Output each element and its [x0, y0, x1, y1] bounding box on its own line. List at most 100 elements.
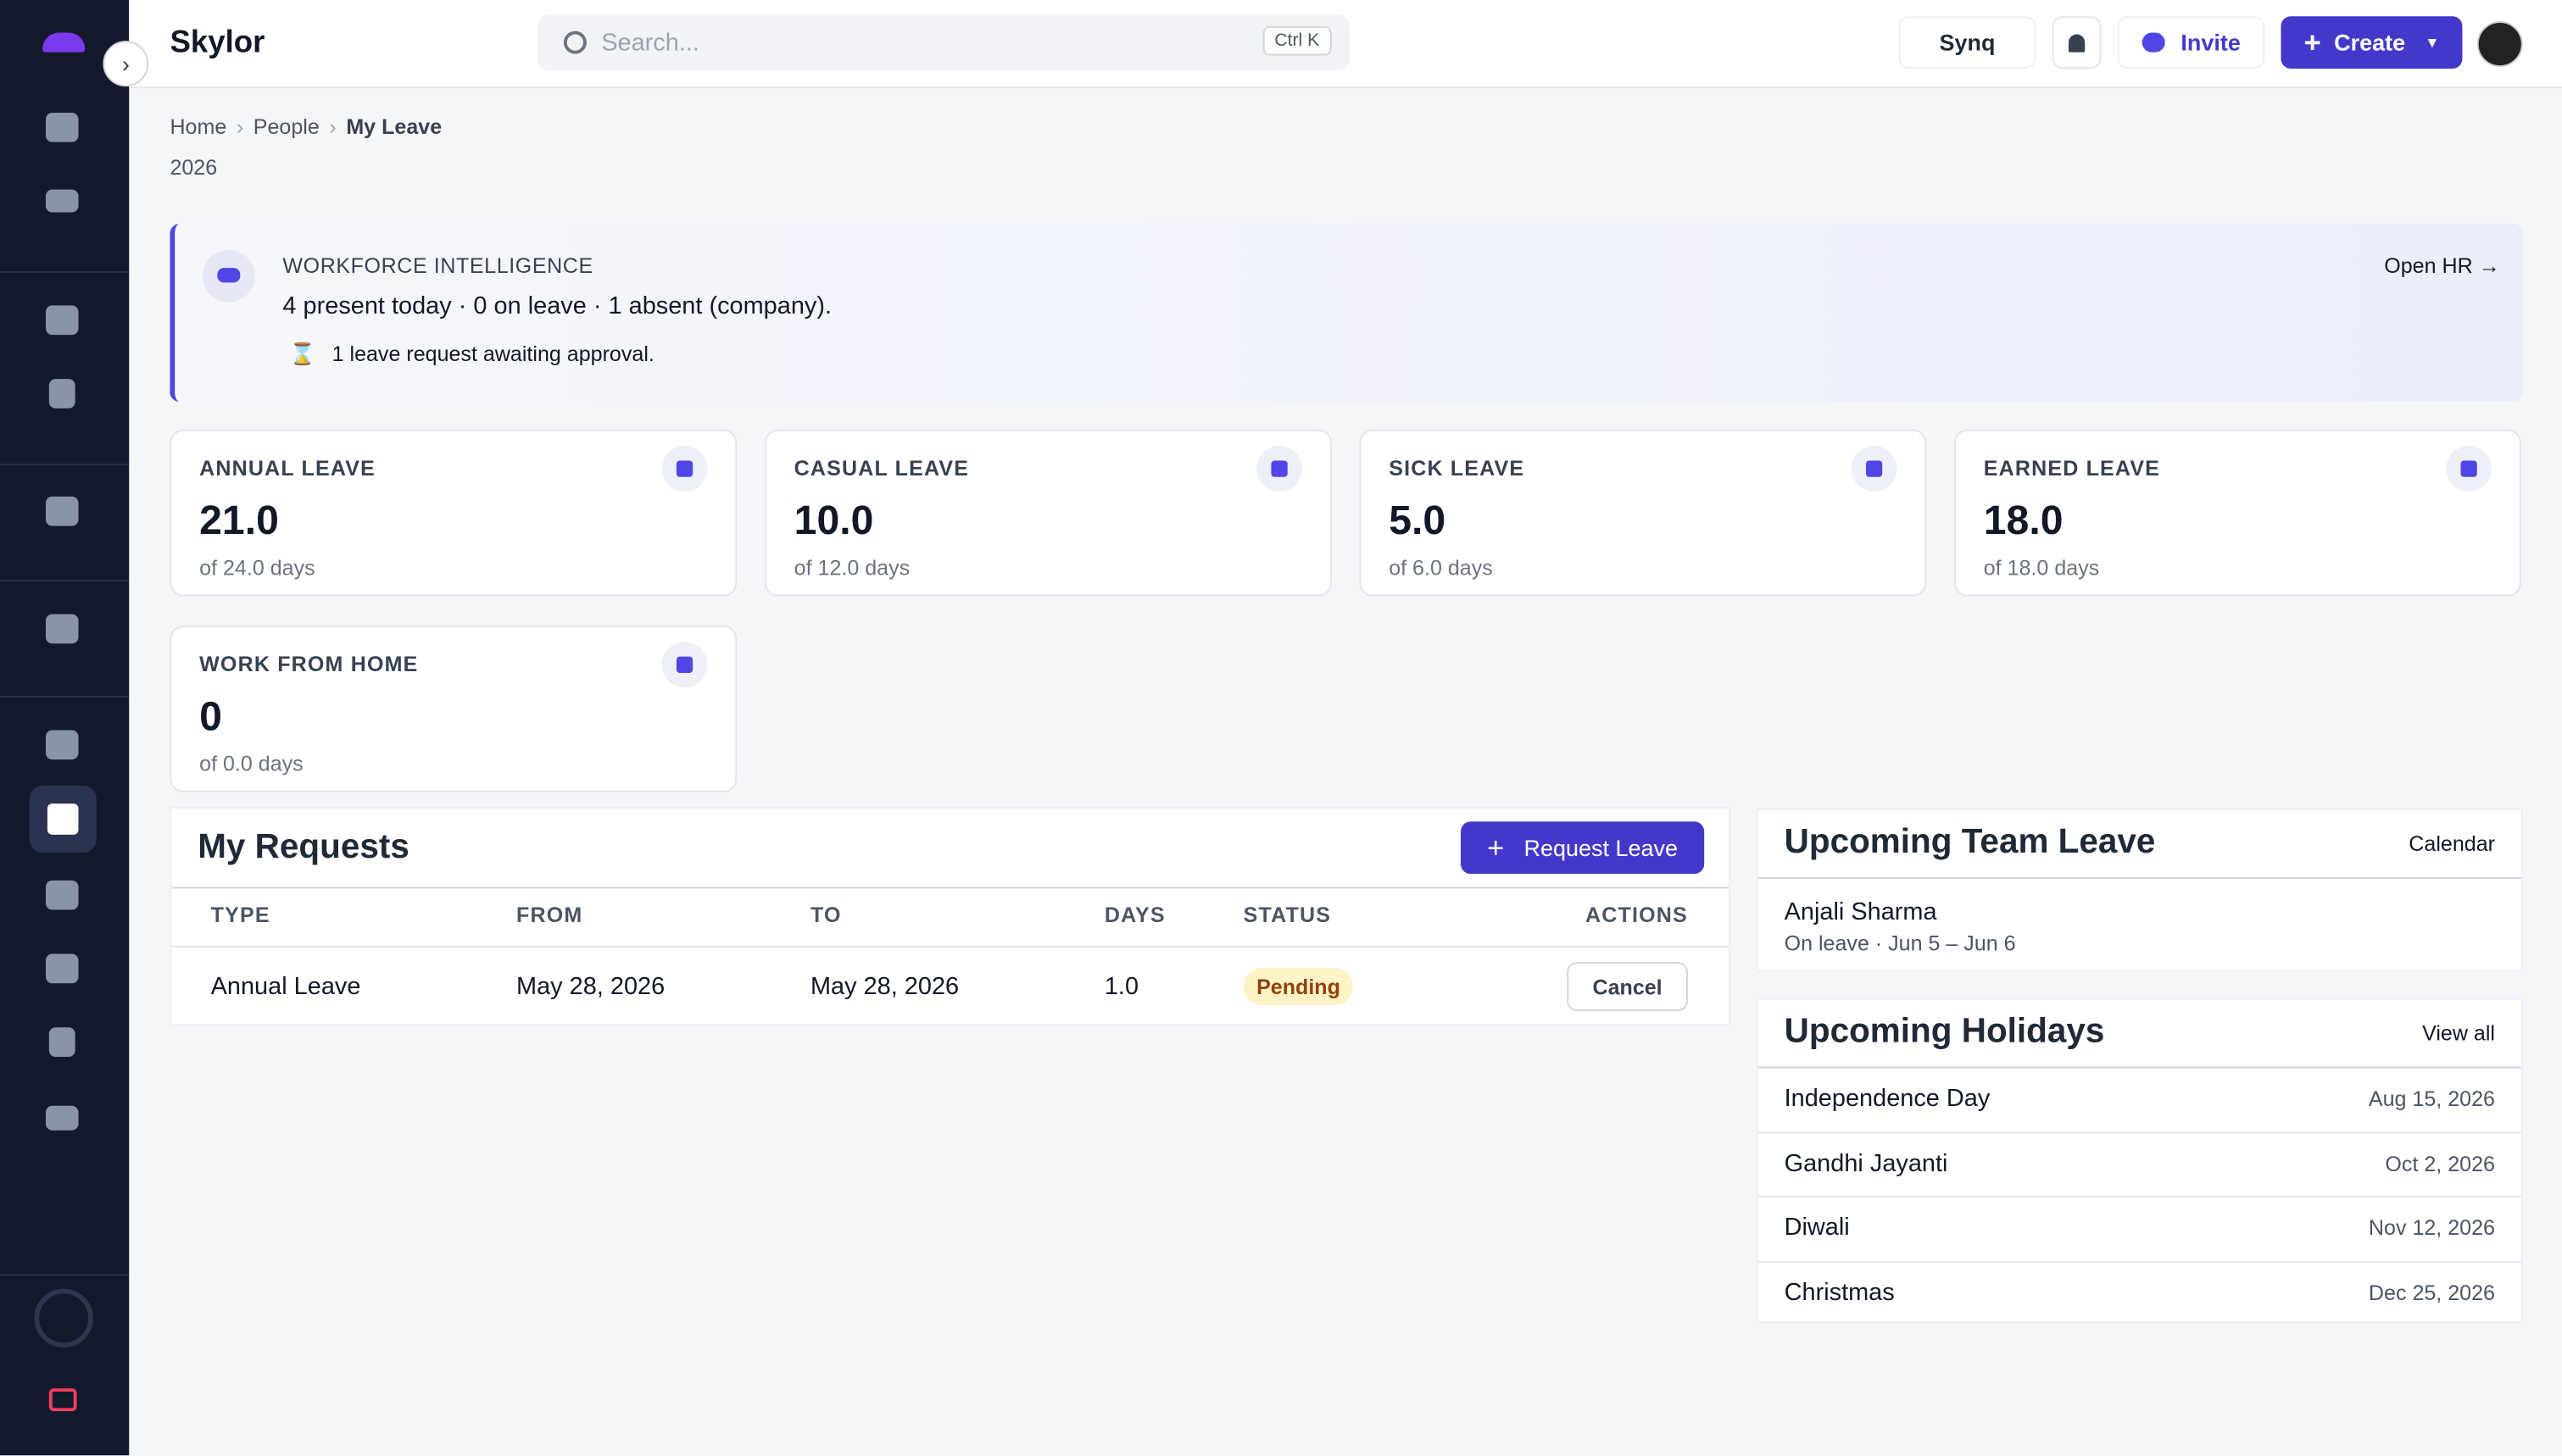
nav-home[interactable]	[45, 112, 79, 142]
nav-leave-active[interactable]	[29, 786, 97, 853]
column-header: TYPE	[210, 902, 270, 927]
year: 2026	[170, 155, 218, 181]
banner-note: ⌛ 1 leave request awaiting approval.	[289, 341, 654, 366]
logout[interactable]	[48, 1388, 77, 1412]
balance-value: 5.0	[1389, 497, 1446, 544]
requests-title: My Requests	[198, 828, 409, 866]
calendar-icon	[1256, 446, 1303, 492]
banner-note-text: 1 leave request awaiting approval.	[331, 341, 654, 366]
balance-label: CASUAL LEAVE	[794, 455, 970, 481]
column-header: FROM	[516, 902, 583, 927]
request-leave-label: Request Leave	[1523, 834, 1679, 861]
status-ring	[34, 1288, 93, 1348]
balance-value: 0	[199, 694, 222, 741]
nav-invoices[interactable]	[48, 379, 75, 408]
row-divider	[1757, 1259, 2521, 1262]
team-member: Anjali Sharma	[1784, 898, 1937, 926]
balance-card: ANNUAL LEAVE 21.0 of 24.0 days	[170, 429, 738, 597]
nav-tasks[interactable]	[45, 496, 79, 526]
invite-label: Invite	[2180, 29, 2241, 56]
balance-label: EARNED LEAVE	[1983, 455, 2161, 481]
holidays-title: Upcoming Holidays	[1784, 1012, 2105, 1051]
nav-deals[interactable]	[45, 305, 79, 336]
icon-glyph	[676, 460, 693, 477]
calendar-icon	[661, 642, 708, 688]
nav-downloads[interactable]	[45, 953, 79, 984]
column-header: TO	[810, 902, 842, 927]
team-member-detail: On leave · Jun 5 – Jun 6	[1784, 931, 2016, 956]
cell: May 28, 2026	[516, 972, 666, 1001]
holidays-panel: Upcoming Holidays View all	[1756, 998, 2523, 1324]
balance-total: of 24.0 days	[199, 555, 315, 581]
search-placeholder: Search...	[601, 29, 699, 58]
nav-reports[interactable]	[45, 614, 79, 644]
team-leave-title: Upcoming Team Leave	[1784, 823, 2156, 861]
banner-title: WORKFORCE INTELLIGENCE	[282, 253, 593, 278]
create-button[interactable]: + Create ▼	[2281, 16, 2463, 69]
calendar-link[interactable]: Calendar	[2409, 831, 2495, 856]
balance-value: 21.0	[199, 497, 279, 544]
row-divider	[1757, 1195, 2521, 1198]
brand: Skylor	[170, 25, 265, 61]
calendar-icon	[661, 446, 708, 492]
balance-total: of 0.0 days	[199, 751, 304, 776]
nav-people[interactable]	[45, 730, 79, 760]
icon-glyph	[676, 656, 693, 674]
holiday-name: Christmas	[1784, 1278, 1895, 1306]
search-box[interactable]: Search... Ctrl K	[537, 14, 1350, 70]
balance-label: SICK LEAVE	[1389, 455, 1525, 481]
crumb-current: My Leave	[346, 114, 443, 139]
holiday-name: Diwali	[1784, 1213, 1850, 1242]
status-badge: Pending	[1243, 967, 1354, 1006]
open-hr-link[interactable]: Open HR →	[2384, 253, 2500, 278]
logo	[42, 32, 86, 53]
team-leave-panel: Upcoming Team Leave Calendar Anjali Shar…	[1756, 809, 2523, 972]
sidebar-toggle[interactable]: ›	[103, 41, 149, 87]
open-hr-text: Open HR	[2384, 253, 2473, 278]
icon-glyph	[1271, 460, 1288, 477]
workspace-button[interactable]: Synq	[1898, 16, 2036, 69]
balance-value: 10.0	[794, 497, 874, 544]
balance-label: ANNUAL LEAVE	[199, 455, 376, 481]
sidebar	[0, 0, 130, 1456]
nav-tickets[interactable]	[45, 189, 79, 213]
nav-trash[interactable]	[48, 1027, 75, 1057]
cell: Annual Leave	[210, 972, 361, 1001]
cell: May 28, 2026	[810, 972, 960, 1001]
topbar: Skylor Search... Ctrl K Synq Invite + Cre…	[129, 0, 2562, 89]
calendar-icon	[1851, 446, 1897, 492]
invite-button[interactable]: Invite	[2117, 16, 2265, 69]
balance-card: CASUAL LEAVE 10.0 of 12.0 days	[764, 429, 1332, 597]
cancel-button[interactable]: Cancel	[1567, 962, 1688, 1011]
holiday-date: Dec 25, 2026	[2368, 1280, 2495, 1304]
nav-billing[interactable]	[45, 1105, 79, 1131]
crumb[interactable]: Home	[170, 114, 227, 139]
cell: 1.0	[1104, 972, 1139, 1001]
balance-total: of 18.0 days	[1983, 555, 2100, 581]
column-header: DAYS	[1104, 902, 1166, 927]
request-leave-button[interactable]: + Request Leave	[1461, 821, 1705, 875]
row-divider	[1757, 1131, 2521, 1133]
balance-total: of 12.0 days	[794, 555, 911, 581]
holiday-name: Gandhi Jayanti	[1784, 1148, 1948, 1177]
icon-glyph	[1865, 460, 1883, 477]
avatar[interactable]	[2476, 21, 2523, 68]
balance-card: EARNED LEAVE 18.0 of 18.0 days	[1954, 429, 2521, 597]
balance-label: WORK FROM HOME	[199, 651, 419, 676]
shortcut: Ctrl K	[1262, 25, 1331, 56]
requests-panel: My Requests + Request Leave	[170, 807, 1731, 1026]
column-header: STATUS	[1243, 902, 1332, 927]
holiday-date: Aug 15, 2026	[2368, 1086, 2495, 1111]
balance-value: 18.0	[1983, 497, 2064, 544]
banner-summary: 4 present today · 0 on leave · 1 absent …	[282, 292, 833, 320]
create-label: Create	[2334, 29, 2406, 56]
breadcrumb: Home › People › My Leave	[170, 114, 443, 139]
icon-glyph	[2460, 460, 2477, 477]
view-all-link[interactable]: View all	[2422, 1020, 2495, 1046]
notifications[interactable]	[2052, 16, 2102, 69]
nav-store[interactable]	[45, 880, 79, 910]
crumb[interactable]: People	[253, 114, 320, 139]
calendar-icon	[2446, 446, 2492, 492]
